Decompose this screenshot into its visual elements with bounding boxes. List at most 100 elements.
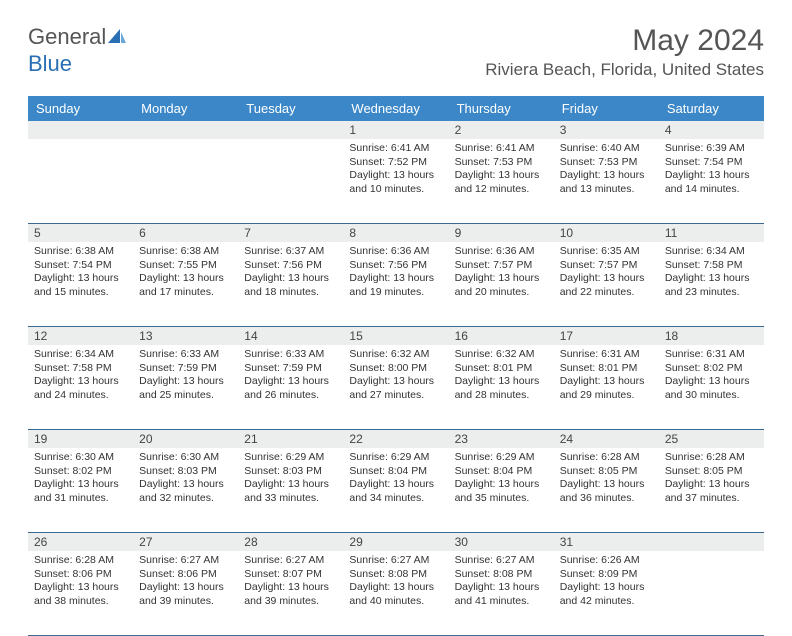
day-number-cell [28, 121, 133, 139]
day-info-line: Sunrise: 6:27 AM [244, 554, 337, 568]
day-info-line: and 29 minutes. [560, 389, 653, 403]
day-number-cell: 23 [449, 430, 554, 448]
day-number-cell: 12 [28, 327, 133, 345]
day-info-line: and 39 minutes. [139, 595, 232, 609]
day-info-cell: Sunrise: 6:28 AMSunset: 8:06 PMDaylight:… [28, 551, 133, 635]
day-info-cell: Sunrise: 6:38 AMSunset: 7:54 PMDaylight:… [28, 242, 133, 326]
day-info-line: and 10 minutes. [349, 183, 442, 197]
day-info-line: Sunset: 8:09 PM [560, 568, 653, 582]
day-info-line: Sunrise: 6:40 AM [560, 142, 653, 156]
day-number-cell: 17 [554, 327, 659, 345]
day-info-line: Daylight: 13 hours [139, 581, 232, 595]
logo: GeneralBlue [28, 24, 126, 77]
logo-sail-icon [108, 25, 126, 51]
day-info-line: and 18 minutes. [244, 286, 337, 300]
day-info-line: Sunrise: 6:33 AM [139, 348, 232, 362]
day-info-line: and 28 minutes. [455, 389, 548, 403]
header: GeneralBlue May 2024 Riviera Beach, Flor… [28, 24, 764, 84]
day-info-line: Daylight: 13 hours [139, 272, 232, 286]
day-info-line: Daylight: 13 hours [34, 581, 127, 595]
day-info-line: Sunrise: 6:38 AM [139, 245, 232, 259]
day-info-line: Sunrise: 6:27 AM [349, 554, 442, 568]
day-info-line: Sunset: 8:03 PM [139, 465, 232, 479]
day-info-line: Sunset: 8:07 PM [244, 568, 337, 582]
day-number-cell: 24 [554, 430, 659, 448]
day-number-cell: 15 [343, 327, 448, 345]
day-info-cell: Sunrise: 6:34 AMSunset: 7:58 PMDaylight:… [659, 242, 764, 326]
day-info-cell: Sunrise: 6:41 AMSunset: 7:52 PMDaylight:… [343, 139, 448, 223]
day-info-line: Daylight: 13 hours [665, 169, 758, 183]
day-number-cell [659, 533, 764, 551]
day-header: Tuesday [238, 96, 343, 121]
day-info-line: and 36 minutes. [560, 492, 653, 506]
day-number-cell: 18 [659, 327, 764, 345]
day-info-line: Sunset: 8:08 PM [455, 568, 548, 582]
day-info-line: Daylight: 13 hours [349, 478, 442, 492]
day-number-cell: 1 [343, 121, 448, 139]
day-info-cell: Sunrise: 6:32 AMSunset: 8:01 PMDaylight:… [449, 345, 554, 429]
title-block: May 2024 Riviera Beach, Florida, United … [485, 24, 764, 80]
day-info-line: Daylight: 13 hours [349, 169, 442, 183]
day-info-line: Sunset: 8:02 PM [34, 465, 127, 479]
day-number-cell: 6 [133, 224, 238, 242]
day-info-line: Sunrise: 6:27 AM [139, 554, 232, 568]
day-info-line: Sunset: 7:59 PM [244, 362, 337, 376]
day-info-line: Sunset: 8:00 PM [349, 362, 442, 376]
day-info-line: Sunset: 7:56 PM [349, 259, 442, 273]
day-info-line: Daylight: 13 hours [455, 169, 548, 183]
calendar: SundayMondayTuesdayWednesdayThursdayFrid… [28, 96, 764, 636]
day-info-cell: Sunrise: 6:26 AMSunset: 8:09 PMDaylight:… [554, 551, 659, 635]
day-info-line: and 13 minutes. [560, 183, 653, 197]
day-info-line: Daylight: 13 hours [455, 375, 548, 389]
day-info-cell [238, 139, 343, 223]
day-info-line: Sunset: 7:57 PM [560, 259, 653, 273]
day-info-line: Daylight: 13 hours [34, 478, 127, 492]
day-info-cell: Sunrise: 6:29 AMSunset: 8:03 PMDaylight:… [238, 448, 343, 532]
day-info-cell: Sunrise: 6:33 AMSunset: 7:59 PMDaylight:… [133, 345, 238, 429]
day-info-line: Daylight: 13 hours [560, 272, 653, 286]
day-number-cell: 4 [659, 121, 764, 139]
day-info-line: Sunset: 8:04 PM [455, 465, 548, 479]
week: 262728293031Sunrise: 6:28 AMSunset: 8:06… [28, 533, 764, 636]
day-info-line: Sunrise: 6:30 AM [34, 451, 127, 465]
day-info-line: Sunrise: 6:36 AM [455, 245, 548, 259]
day-info-line: Sunrise: 6:29 AM [244, 451, 337, 465]
day-info-cell: Sunrise: 6:27 AMSunset: 8:06 PMDaylight:… [133, 551, 238, 635]
day-info-line: Sunset: 7:54 PM [665, 156, 758, 170]
day-number-cell: 5 [28, 224, 133, 242]
day-info-line: Sunrise: 6:34 AM [665, 245, 758, 259]
location: Riviera Beach, Florida, United States [485, 60, 764, 80]
day-number-cell [238, 121, 343, 139]
day-header: Friday [554, 96, 659, 121]
day-number-cell: 16 [449, 327, 554, 345]
day-info-line: and 14 minutes. [665, 183, 758, 197]
day-info-line: Sunrise: 6:38 AM [34, 245, 127, 259]
day-info-line: Sunset: 7:54 PM [34, 259, 127, 273]
day-info-cell [133, 139, 238, 223]
day-info-line: Daylight: 13 hours [560, 169, 653, 183]
day-info-line: and 40 minutes. [349, 595, 442, 609]
day-info-cell: Sunrise: 6:36 AMSunset: 7:57 PMDaylight:… [449, 242, 554, 326]
day-info-cell: Sunrise: 6:30 AMSunset: 8:03 PMDaylight:… [133, 448, 238, 532]
day-info-line: Sunrise: 6:28 AM [665, 451, 758, 465]
day-header: Sunday [28, 96, 133, 121]
day-info-line: Sunrise: 6:41 AM [455, 142, 548, 156]
day-number-cell: 29 [343, 533, 448, 551]
day-info-cell: Sunrise: 6:28 AMSunset: 8:05 PMDaylight:… [554, 448, 659, 532]
day-info-line: Sunset: 7:56 PM [244, 259, 337, 273]
day-header: Monday [133, 96, 238, 121]
day-info-line: Sunset: 8:06 PM [34, 568, 127, 582]
day-info-line: Sunrise: 6:27 AM [455, 554, 548, 568]
month-title: May 2024 [485, 24, 764, 58]
day-info-line: Sunset: 8:02 PM [665, 362, 758, 376]
day-header: Saturday [659, 96, 764, 121]
day-info-cell: Sunrise: 6:27 AMSunset: 8:08 PMDaylight:… [449, 551, 554, 635]
day-info-line: and 37 minutes. [665, 492, 758, 506]
day-info-line: Daylight: 13 hours [349, 272, 442, 286]
day-info-line: and 41 minutes. [455, 595, 548, 609]
day-info-line: Sunset: 7:55 PM [139, 259, 232, 273]
day-info-cell: Sunrise: 6:37 AMSunset: 7:56 PMDaylight:… [238, 242, 343, 326]
day-info-line: Sunrise: 6:32 AM [349, 348, 442, 362]
day-info-cell: Sunrise: 6:40 AMSunset: 7:53 PMDaylight:… [554, 139, 659, 223]
week: 567891011Sunrise: 6:38 AMSunset: 7:54 PM… [28, 224, 764, 327]
